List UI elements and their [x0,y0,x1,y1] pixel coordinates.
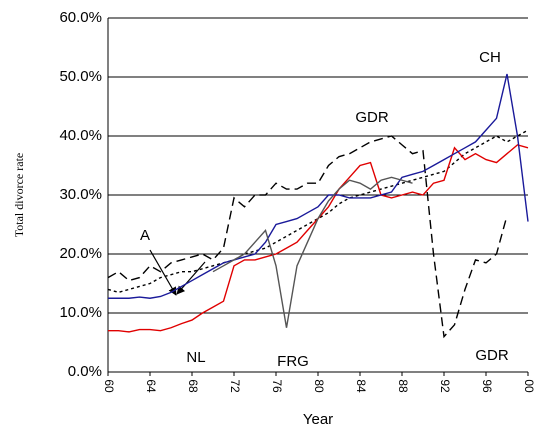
series-line [108,144,529,333]
y-tick-label: 40.0% [59,127,102,144]
y-tick-label: 0.0% [68,363,102,380]
annotation: CH [479,49,501,66]
arrow [149,249,177,296]
series-line [108,73,529,299]
annotation: A [140,227,150,244]
series-line [107,135,508,339]
annotation: GDR [475,347,509,364]
series-line [107,129,529,294]
x-tick-label: 00 [522,379,535,393]
x-tick-label: 96 [480,379,494,393]
y-tick-label: 30.0% [59,186,102,203]
annotation: NL [186,349,205,366]
y-tick-label: 20.0% [59,245,102,262]
y-tick-label: 10.0% [59,304,102,321]
x-tick-label: 68 [186,379,200,393]
x-tick-label: 88 [396,379,410,393]
x-tick-label: 80 [312,379,326,393]
x-tick-label: 92 [438,379,452,393]
series-line [212,176,413,328]
x-axis-title: Year [303,411,333,428]
y-axis-title: Total divorce rate [12,153,26,237]
x-tick-label: 60 [102,379,116,393]
x-tick-label: 64 [144,379,158,393]
x-tick-label: 76 [270,379,284,393]
y-tick-label: 50.0% [59,68,102,85]
x-tick-label: 72 [228,379,242,393]
annotation: GDR [355,109,389,126]
y-tick-label: 60.0% [59,9,102,26]
arrow [176,261,206,295]
annotation: FRG [277,353,309,370]
x-tick-label: 84 [354,379,368,393]
